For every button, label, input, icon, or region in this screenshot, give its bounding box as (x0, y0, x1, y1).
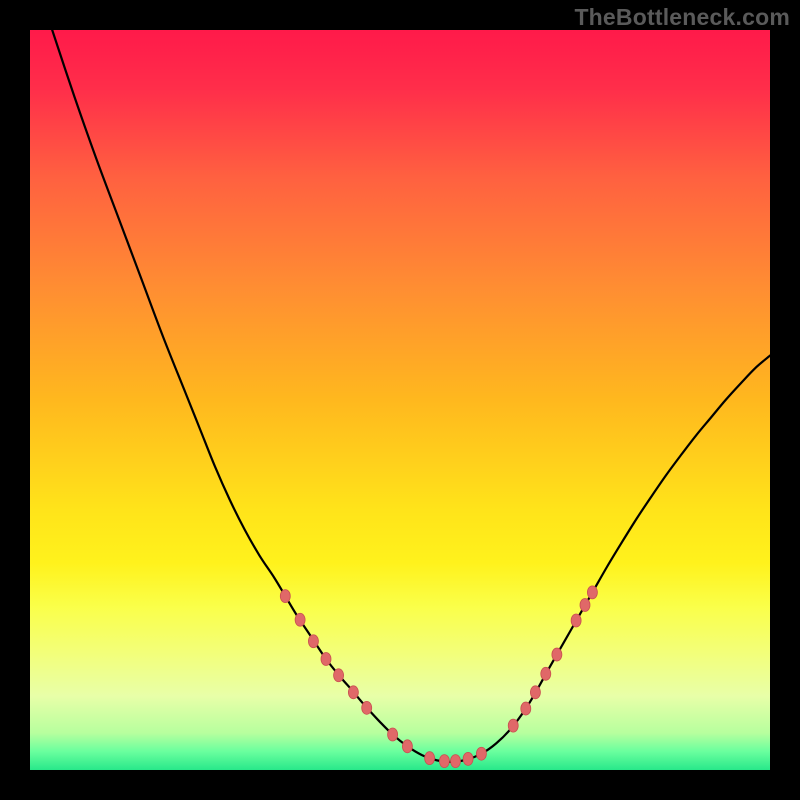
marker-point (587, 586, 597, 599)
chart-svg (30, 30, 770, 770)
marker-point (402, 740, 412, 753)
marker-point (541, 667, 551, 680)
marker-point (295, 613, 305, 626)
marker-point (580, 598, 590, 611)
gradient-background (30, 30, 770, 770)
marker-point (451, 755, 461, 768)
marker-point (425, 752, 435, 765)
marker-point (308, 635, 318, 648)
marker-point (280, 590, 290, 603)
watermark-text: TheBottleneck.com (574, 4, 790, 31)
marker-point (334, 669, 344, 682)
marker-point (476, 747, 486, 760)
marker-point (571, 614, 581, 627)
marker-point (463, 752, 473, 765)
chart-area (30, 30, 770, 770)
marker-point (439, 755, 449, 768)
marker-point (362, 701, 372, 714)
marker-point (521, 702, 531, 715)
marker-point (552, 648, 562, 661)
marker-point (348, 686, 358, 699)
marker-point (321, 653, 331, 666)
marker-point (530, 686, 540, 699)
marker-point (388, 728, 398, 741)
marker-point (508, 719, 518, 732)
